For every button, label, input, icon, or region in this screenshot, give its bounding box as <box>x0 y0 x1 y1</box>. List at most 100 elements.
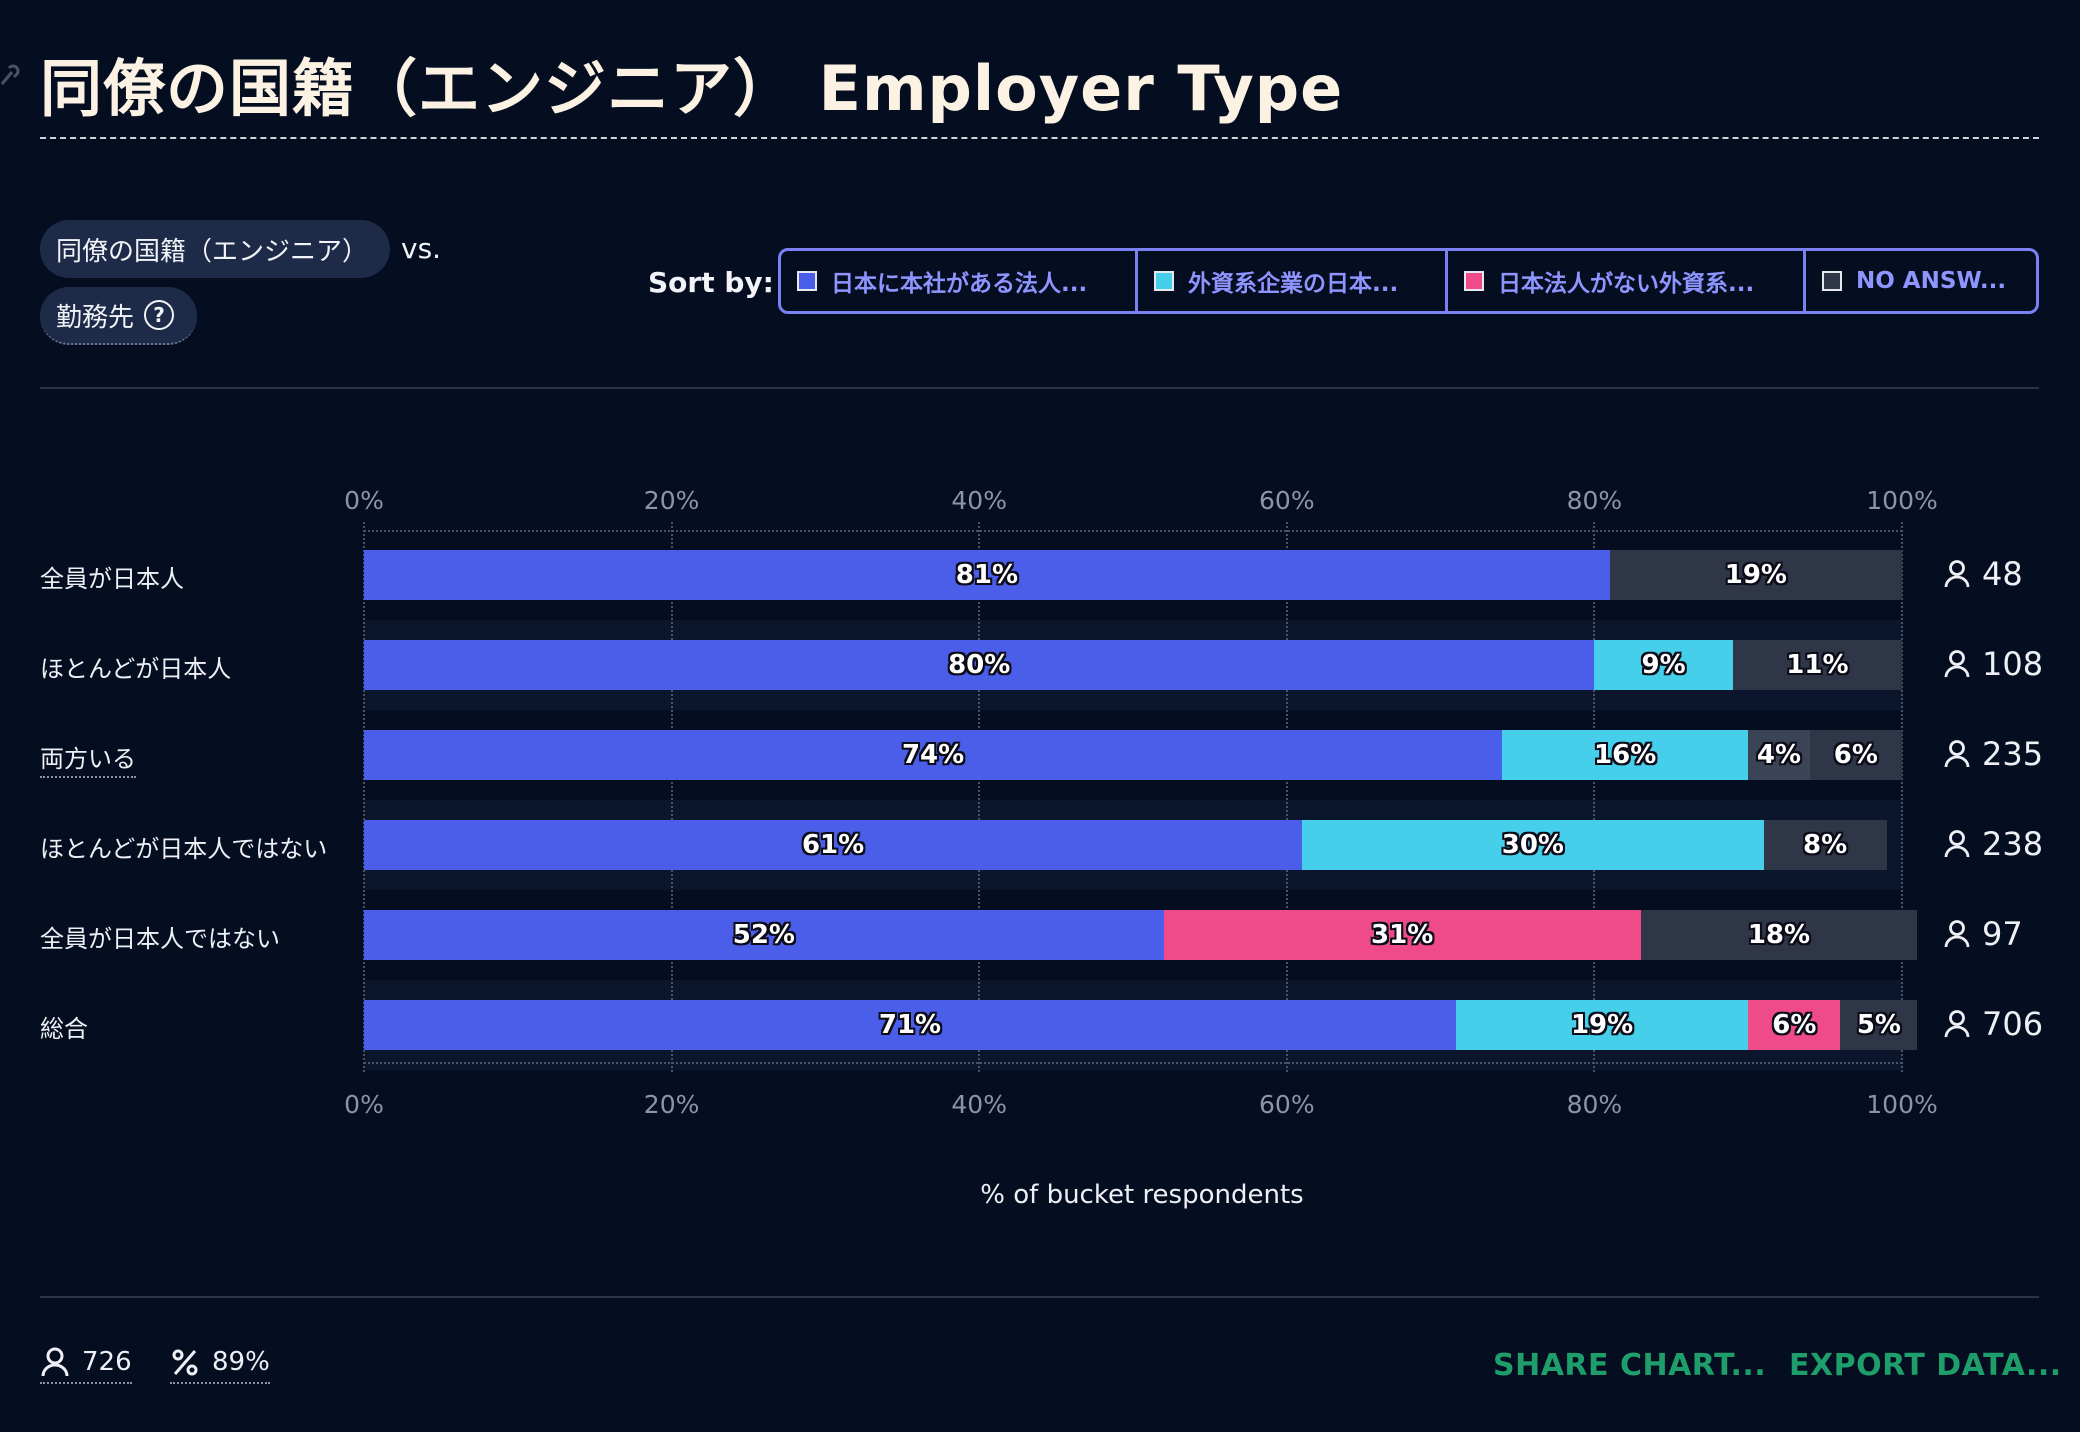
gridline <box>670 522 673 1072</box>
sort-button-foreign-no-japan-entity[interactable]: 日本法人がない外資系... <box>1448 251 1806 311</box>
respondent-count-value: 108 <box>1982 645 2044 683</box>
bar-segment[interactable]: 74% <box>364 730 1503 780</box>
gridline <box>978 522 981 1072</box>
link-icon[interactable] <box>0 62 20 88</box>
data-label: 4% <box>1756 740 1802 770</box>
respondent-count: 48 <box>1944 555 2023 593</box>
sort-option-label: 日本法人がない外資系... <box>1498 271 1755 297</box>
gridline <box>1593 522 1596 1072</box>
vs-label: vs. <box>401 232 442 265</box>
respondent-count-value: 235 <box>1982 735 2044 773</box>
x-tick-label-bottom: 0% <box>344 1090 384 1119</box>
data-label: 6% <box>1772 1010 1817 1040</box>
bar-segment[interactable]: 4% <box>1748 730 1810 780</box>
data-label: 71% <box>878 1010 942 1040</box>
data-label: 19% <box>1570 1010 1634 1040</box>
person-icon <box>1944 1010 1970 1038</box>
x-tick-label-top: 20% <box>643 486 700 515</box>
bar-segment[interactable]: 6% <box>1748 1000 1841 1050</box>
swatch-japan-hq-icon <box>797 271 817 291</box>
swatch-foreign-branch-icon <box>1154 271 1174 291</box>
completion-rate[interactable]: 89% <box>170 1346 270 1384</box>
data-label: 18% <box>1747 920 1811 950</box>
x-tick-label-bottom: 40% <box>951 1090 1007 1119</box>
bar-segment[interactable]: 81% <box>364 550 1610 600</box>
sort-button-no-answer[interactable]: NO ANSW... <box>1806 251 2036 311</box>
bar-segment[interactable]: 61% <box>364 820 1303 870</box>
respondent-count: 97 <box>1944 915 2023 953</box>
help-icon[interactable]: ? <box>144 300 175 330</box>
data-label: 11% <box>1786 650 1849 680</box>
x-tick-label-top: 0% <box>344 486 384 515</box>
bar-segment[interactable]: 80% <box>364 640 1595 690</box>
export-data-button[interactable]: EXPORT DATA... <box>1789 1348 2062 1383</box>
bar-segment[interactable]: 11% <box>1732 640 1902 690</box>
bar-segment[interactable]: 5% <box>1840 1000 1918 1050</box>
secondary-variable-label: 勤務先 <box>56 302 135 333</box>
category-label: 全員が日本人ではない <box>40 925 280 953</box>
total-respondents-value: 726 <box>82 1347 132 1377</box>
primary-variable-pill[interactable]: 同僚の国籍（エンジニア） <box>40 220 390 278</box>
gridline <box>1901 522 1903 1072</box>
x-tick-label-bottom: 80% <box>1566 1090 1623 1119</box>
respondent-count: 238 <box>1944 825 2043 863</box>
person-icon <box>1944 560 1970 588</box>
person-icon <box>1944 740 1970 768</box>
bar-segment[interactable]: 6% <box>1809 730 1902 780</box>
sort-label: Sort by: <box>648 266 774 299</box>
category-label[interactable]: 両方いる <box>40 739 136 778</box>
x-tick-label-bottom: 60% <box>1259 1090 1315 1119</box>
x-tick-label-top: 40% <box>951 486 1007 515</box>
data-label: 74% <box>901 740 965 770</box>
sort-option-label: 日本に本社がある法人... <box>831 271 1088 297</box>
total-respondents[interactable]: 726 <box>40 1346 132 1384</box>
x-axis-title: % of bucket respondents <box>980 1180 1304 1210</box>
data-label: 9% <box>1641 650 1686 680</box>
title-divider <box>40 137 2039 139</box>
category-label: ほとんどが日本人ではない <box>40 835 328 863</box>
person-icon <box>1944 920 1970 948</box>
bar-segment[interactable]: 71% <box>364 1000 1456 1050</box>
person-icon <box>1944 650 1970 678</box>
data-label: 5% <box>1856 1010 1901 1040</box>
person-icon <box>41 1347 69 1377</box>
bar-segment[interactable]: 18% <box>1640 910 1918 960</box>
sort-option-label: NO ANSW... <box>1856 268 2007 294</box>
data-label: 61% <box>801 830 865 860</box>
gridline <box>363 522 365 1072</box>
sort-button-japan-hq[interactable]: 日本に本社がある法人... <box>781 251 1138 311</box>
data-label: 19% <box>1724 560 1787 590</box>
secondary-variable-pill[interactable]: 勤務先 ? <box>40 287 197 345</box>
x-tick-label-top: 80% <box>1566 486 1623 515</box>
controls-divider <box>40 387 2039 389</box>
bar-segment[interactable]: 19% <box>1455 1000 1749 1050</box>
bar-segment[interactable]: 31% <box>1163 910 1641 960</box>
bar-segment[interactable]: 16% <box>1502 730 1749 780</box>
sort-button-foreign-japan-branch[interactable]: 外資系企業の日本... <box>1138 251 1448 311</box>
x-tick-label-top: 60% <box>1259 486 1315 515</box>
respondent-count: 706 <box>1944 1005 2043 1043</box>
data-label: 81% <box>955 560 1018 590</box>
bar-segment[interactable]: 9% <box>1594 640 1733 690</box>
completion-rate-value: 89% <box>212 1347 270 1377</box>
bar-segment[interactable]: 19% <box>1609 550 1902 600</box>
respondent-count: 235 <box>1944 735 2043 773</box>
respondent-count-value: 48 <box>1982 555 2023 593</box>
respondent-count-value: 97 <box>1982 915 2023 953</box>
x-tick-label-bottom: 20% <box>643 1090 700 1119</box>
category-label: ほとんどが日本人 <box>40 655 232 683</box>
person-icon <box>1944 830 1970 858</box>
bar-segment[interactable]: 52% <box>364 910 1164 960</box>
data-label: 31% <box>1371 920 1434 950</box>
share-chart-button[interactable]: SHARE CHART... <box>1493 1348 1767 1383</box>
footer-divider <box>40 1296 2039 1298</box>
page-title: 同僚の国籍（エンジニア） Employer Type <box>40 52 1344 125</box>
gridline <box>1285 522 1288 1072</box>
data-label: 8% <box>1803 830 1848 860</box>
bar-segment[interactable]: 8% <box>1763 820 1887 870</box>
bar-segment[interactable]: 30% <box>1302 820 1764 870</box>
grid-bottom-edge <box>364 1062 1902 1064</box>
primary-variable-label: 同僚の国籍（エンジニア） <box>56 236 369 267</box>
sort-option-label: 外資系企業の日本... <box>1188 271 1399 297</box>
percent-icon <box>172 1349 198 1376</box>
